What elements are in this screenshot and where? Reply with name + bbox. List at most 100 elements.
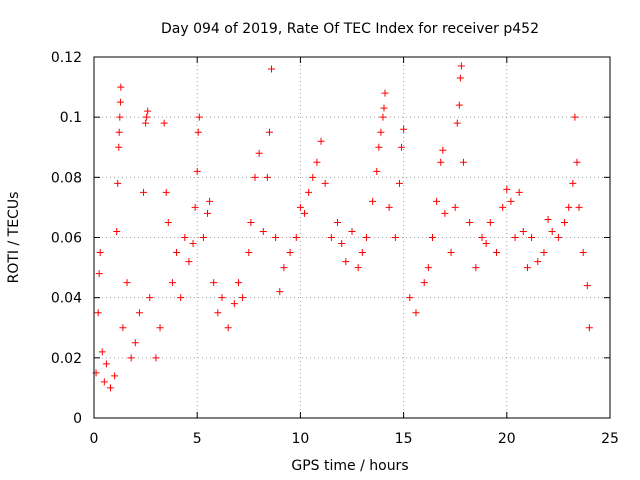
data-point <box>156 324 164 332</box>
data-point <box>327 234 335 241</box>
data-point <box>114 179 122 187</box>
data-point <box>152 354 160 362</box>
data-point <box>342 258 350 266</box>
data-point <box>466 218 474 226</box>
data-point <box>395 179 403 187</box>
data-point <box>301 209 309 217</box>
data-point <box>433 197 441 205</box>
data-point <box>534 258 542 266</box>
data-point <box>199 234 207 241</box>
data-point <box>354 264 362 272</box>
data-point <box>305 188 313 196</box>
data-point <box>412 309 420 317</box>
data-point <box>214 309 222 317</box>
data-point <box>102 360 110 368</box>
data-point <box>210 279 218 287</box>
data-point <box>486 218 494 226</box>
data-point <box>265 128 273 136</box>
data-point <box>164 218 172 226</box>
data-point <box>369 197 377 205</box>
y-tick-label: 0.06 <box>51 231 82 247</box>
data-point <box>143 113 151 121</box>
data-point <box>482 240 490 248</box>
data-point <box>478 234 486 241</box>
data-point <box>459 158 467 166</box>
x-tick-label: 15 <box>395 431 413 447</box>
data-point <box>191 203 199 211</box>
data-point <box>286 249 294 257</box>
data-point <box>455 101 463 109</box>
data-point <box>195 113 203 121</box>
data-point <box>406 294 414 302</box>
data-point <box>116 98 124 106</box>
data-point <box>472 264 480 272</box>
data-point <box>131 339 139 347</box>
data-point <box>230 300 238 308</box>
y-tick-label: 0.04 <box>51 291 82 307</box>
data-point <box>391 234 399 241</box>
data-point <box>579 249 587 257</box>
data-point <box>575 203 583 211</box>
data-point <box>511 234 519 241</box>
data-point <box>177 294 185 302</box>
x-tick-label: 25 <box>601 431 619 447</box>
data-points <box>92 62 593 392</box>
data-point <box>585 324 593 332</box>
data-point <box>111 372 119 380</box>
data-point <box>309 173 317 181</box>
data-point <box>379 113 387 121</box>
data-point <box>358 249 366 257</box>
data-point <box>259 227 267 235</box>
data-point <box>194 128 202 136</box>
data-point <box>185 258 193 266</box>
data-point <box>160 119 168 127</box>
data-point <box>428 234 436 241</box>
data-point <box>519 227 527 235</box>
data-point <box>127 354 135 362</box>
data-point <box>561 218 569 226</box>
data-point <box>98 348 106 356</box>
data-point <box>173 249 181 257</box>
data-point <box>571 113 579 121</box>
data-point <box>338 240 346 248</box>
data-point <box>263 173 271 181</box>
data-point <box>334 218 342 226</box>
data-point <box>492 249 500 257</box>
x-tick-label: 10 <box>291 431 309 447</box>
data-point <box>146 294 154 302</box>
data-point <box>268 65 276 73</box>
data-point <box>573 158 581 166</box>
data-point <box>400 125 408 133</box>
data-point <box>107 384 115 392</box>
data-point <box>239 294 247 302</box>
data-point <box>135 309 143 317</box>
x-tick-label: 5 <box>193 431 202 447</box>
data-point <box>218 294 226 302</box>
data-point <box>313 158 321 166</box>
data-point <box>398 143 406 151</box>
data-point <box>456 74 464 82</box>
data-point <box>447 249 455 257</box>
x-tick-label: 20 <box>498 431 516 447</box>
data-point <box>144 107 152 115</box>
data-point <box>348 227 356 235</box>
data-point <box>451 203 459 211</box>
data-point <box>245 249 253 257</box>
data-point <box>193 167 201 175</box>
data-point <box>565 203 573 211</box>
data-point <box>321 179 329 187</box>
data-point <box>385 203 393 211</box>
data-point <box>441 209 449 217</box>
data-point <box>276 288 284 296</box>
data-point <box>140 188 148 196</box>
data-point <box>255 149 263 157</box>
y-axis-title: ROTI / TECUs <box>6 192 22 284</box>
grid <box>94 57 610 418</box>
data-point <box>251 173 259 181</box>
data-point <box>95 270 103 278</box>
data-point <box>437 158 445 166</box>
data-point <box>362 234 370 241</box>
data-point <box>373 167 381 175</box>
chart-title: Day 094 of 2019, Rate Of TEC Index for r… <box>161 21 539 37</box>
